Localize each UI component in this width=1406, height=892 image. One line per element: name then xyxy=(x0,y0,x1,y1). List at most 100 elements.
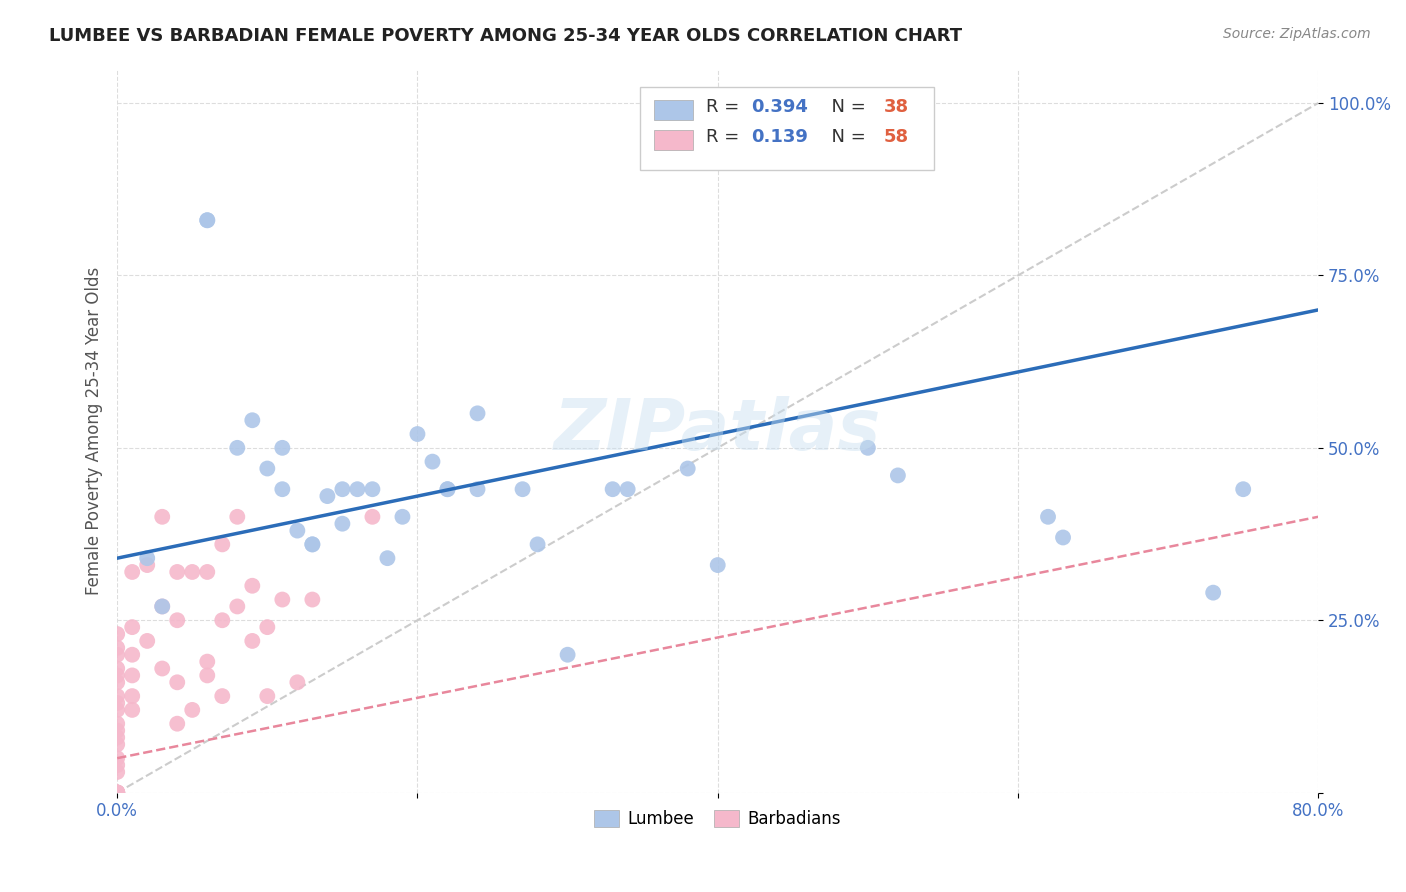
Text: Source: ZipAtlas.com: Source: ZipAtlas.com xyxy=(1223,27,1371,41)
Point xyxy=(616,482,638,496)
Point xyxy=(422,455,444,469)
Point xyxy=(211,613,233,627)
Point xyxy=(226,599,249,614)
Point xyxy=(105,786,128,800)
Point xyxy=(195,668,218,682)
Point xyxy=(377,551,399,566)
Point xyxy=(240,413,263,427)
Point xyxy=(256,620,278,634)
Point xyxy=(121,703,143,717)
Point xyxy=(436,482,458,496)
Point xyxy=(271,482,294,496)
Point xyxy=(105,786,128,800)
Point xyxy=(467,482,489,496)
Point xyxy=(150,599,173,614)
Point xyxy=(391,509,413,524)
Point xyxy=(1036,509,1059,524)
Point xyxy=(467,406,489,420)
Point xyxy=(211,537,233,551)
Point xyxy=(166,675,188,690)
Point xyxy=(285,675,308,690)
Point xyxy=(332,482,354,496)
Point xyxy=(166,716,188,731)
Point xyxy=(105,627,128,641)
Text: LUMBEE VS BARBADIAN FEMALE POVERTY AMONG 25-34 YEAR OLDS CORRELATION CHART: LUMBEE VS BARBADIAN FEMALE POVERTY AMONG… xyxy=(49,27,962,45)
Point xyxy=(105,696,128,710)
Text: N =: N = xyxy=(820,128,872,146)
Point xyxy=(271,441,294,455)
Point xyxy=(195,213,218,227)
Point xyxy=(121,620,143,634)
Point xyxy=(256,461,278,475)
Point xyxy=(136,558,159,572)
Point xyxy=(856,441,879,455)
Point xyxy=(301,537,323,551)
Point xyxy=(105,786,128,800)
Point xyxy=(301,592,323,607)
Point xyxy=(150,509,173,524)
Point xyxy=(346,482,368,496)
Point xyxy=(1052,531,1074,545)
Text: N =: N = xyxy=(820,98,872,116)
Point xyxy=(361,482,384,496)
Point xyxy=(105,786,128,800)
Point xyxy=(105,640,128,655)
Y-axis label: Female Poverty Among 25-34 Year Olds: Female Poverty Among 25-34 Year Olds xyxy=(86,267,103,595)
FancyBboxPatch shape xyxy=(654,100,693,120)
Point xyxy=(105,786,128,800)
Point xyxy=(316,489,339,503)
Point xyxy=(226,441,249,455)
Point xyxy=(332,516,354,531)
Point xyxy=(166,565,188,579)
Point xyxy=(436,482,458,496)
FancyBboxPatch shape xyxy=(640,87,934,169)
Point xyxy=(105,786,128,800)
Point xyxy=(706,558,728,572)
Point xyxy=(406,427,429,442)
Text: 0.139: 0.139 xyxy=(751,128,808,146)
Point xyxy=(105,668,128,682)
Point xyxy=(181,565,204,579)
Point xyxy=(887,468,910,483)
Point xyxy=(211,689,233,703)
Point xyxy=(512,482,534,496)
Point xyxy=(121,689,143,703)
Point xyxy=(150,599,173,614)
Point xyxy=(105,764,128,779)
Point xyxy=(195,655,218,669)
Point xyxy=(240,634,263,648)
Text: R =: R = xyxy=(706,98,745,116)
Point xyxy=(361,509,384,524)
Point xyxy=(526,537,548,551)
Point xyxy=(136,551,159,566)
Text: R =: R = xyxy=(706,128,745,146)
Point xyxy=(105,703,128,717)
Point xyxy=(602,482,624,496)
Point xyxy=(105,648,128,662)
Point xyxy=(676,461,699,475)
Point xyxy=(105,689,128,703)
Point xyxy=(1202,585,1225,599)
Point xyxy=(105,758,128,772)
Point xyxy=(105,716,128,731)
Text: ZIPatlas: ZIPatlas xyxy=(554,396,882,465)
Point xyxy=(195,213,218,227)
Point xyxy=(150,661,173,675)
Point xyxy=(121,565,143,579)
Point xyxy=(557,648,579,662)
Point xyxy=(105,731,128,745)
FancyBboxPatch shape xyxy=(654,130,693,151)
Point xyxy=(166,613,188,627)
Legend: Lumbee, Barbadians: Lumbee, Barbadians xyxy=(588,804,848,835)
Point xyxy=(105,738,128,752)
Text: 38: 38 xyxy=(883,98,908,116)
Point xyxy=(105,786,128,800)
Point xyxy=(105,786,128,800)
Point xyxy=(105,675,128,690)
Point xyxy=(105,786,128,800)
Point xyxy=(195,565,218,579)
Point xyxy=(1232,482,1254,496)
Point xyxy=(256,689,278,703)
Point xyxy=(181,703,204,717)
Text: 58: 58 xyxy=(883,128,908,146)
